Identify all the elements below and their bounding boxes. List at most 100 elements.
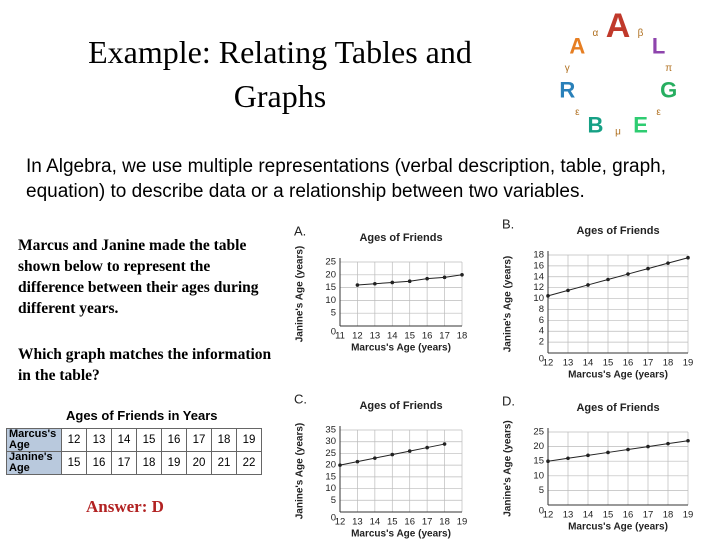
x-tick-label: 14: [387, 331, 398, 342]
table-cell: 14: [111, 428, 137, 452]
data-point: [373, 281, 377, 286]
answer: Answer: D: [86, 497, 164, 516]
data-point: [373, 456, 377, 460]
x-tick-label: 17: [422, 517, 433, 528]
x-tick-label: 17: [439, 331, 450, 342]
data-point: [355, 459, 360, 464]
x-tick-label: 13: [352, 517, 363, 528]
y-tick-label: 10: [325, 483, 336, 494]
data-point: [586, 283, 590, 287]
y-tick-label: 15: [533, 456, 544, 467]
y-tick-label: 6: [539, 315, 544, 326]
graph-title: Ages of Friends: [359, 232, 442, 244]
graph-letter: C.: [294, 391, 307, 406]
x-tick-label: 12: [543, 510, 554, 521]
table-cell: 19: [236, 428, 262, 452]
data-point: [686, 255, 690, 260]
y-tick-label: 0: [539, 354, 544, 365]
logo-symbol: ε: [575, 107, 580, 118]
y-tick-label: 18: [533, 250, 544, 261]
table-title: Ages of Friends in Years: [66, 408, 218, 423]
graph-title: Ages of Friends: [576, 402, 659, 414]
logo-symbol: π: [665, 63, 672, 74]
x-axis-label: Marcus's Age (years): [351, 343, 451, 354]
ages-table: Marcus's Age 12 13 14 15 16 17 18 19 Janine's Age…: [6, 428, 262, 475]
y-axis-label: Janine's Age (years): [295, 423, 306, 520]
table-cell: 21: [211, 451, 237, 475]
y-tick-label: 0: [331, 513, 336, 524]
x-tick-label: 12: [543, 358, 554, 369]
x-tick-label: 19: [457, 517, 468, 528]
x-tick-label: 12: [352, 331, 363, 342]
x-tick-label: 18: [439, 517, 450, 528]
y-axis-label: Janine's Age (years): [503, 256, 514, 353]
y-tick-label: 0: [539, 506, 544, 517]
data-point: [646, 444, 650, 449]
logo-symbol: α: [593, 28, 599, 39]
logo-letter: A: [569, 33, 585, 58]
data-point: [546, 459, 550, 464]
x-tick-label: 15: [603, 510, 614, 521]
data-point: [666, 441, 670, 446]
data-point: [407, 449, 412, 453]
data-point: [338, 463, 342, 467]
x-tick-label: 16: [404, 517, 415, 528]
question-text: Which graph matches the information in t…: [18, 346, 272, 384]
y-tick-label: 15: [325, 282, 336, 293]
table-cell: 22: [236, 451, 262, 475]
data-point: [566, 456, 570, 461]
y-tick-label: 20: [325, 460, 336, 471]
data-point: [460, 273, 464, 277]
x-tick-label: 14: [370, 517, 381, 528]
graph-title: Ages of Friends: [359, 400, 442, 412]
logo-letter: A: [606, 7, 631, 45]
x-axis-label: Marcus's Age (years): [568, 370, 668, 381]
x-tick-label: 17: [643, 358, 654, 369]
logo-symbol: γ: [565, 63, 570, 74]
y-tick-label: 5: [539, 485, 544, 496]
data-point: [566, 288, 570, 293]
logo-letter: G: [660, 77, 677, 102]
table-cell: 18: [136, 451, 162, 475]
y-tick-label: 16: [533, 260, 544, 271]
y-tick-label: 35: [325, 425, 336, 436]
x-tick-label: 16: [623, 358, 634, 369]
slide-title: Example: Relating Tables and Graphs: [88, 34, 472, 114]
y-tick-label: 20: [533, 441, 544, 452]
x-tick-label: 13: [370, 331, 381, 342]
data-point: [355, 283, 360, 287]
y-tick-label: 20: [325, 269, 336, 280]
x-tick-label: 15: [404, 331, 415, 342]
problem-text: Marcus and Janine made the table shown b…: [18, 237, 259, 317]
graph-letter: D.: [502, 393, 515, 408]
table-row: Janine's Age 15 16 17 18 19 20 21 22: [6, 451, 262, 475]
x-tick-label: 13: [563, 358, 574, 369]
x-tick-label: 18: [457, 331, 468, 342]
data-point: [546, 294, 550, 298]
y-tick-label: 25: [325, 257, 336, 268]
intro-text: In Algebra, we use multiple representati…: [26, 156, 667, 202]
y-tick-label: 0: [331, 327, 336, 338]
x-tick-label: 18: [663, 510, 674, 521]
table-cell: 15: [136, 428, 162, 452]
data-line: [547, 440, 689, 462]
y-tick-label: 12: [533, 282, 544, 293]
x-tick-label: 13: [563, 510, 574, 521]
x-tick-label: 11: [335, 331, 345, 342]
x-tick-label: 15: [603, 358, 614, 369]
logo-letter: E: [633, 113, 648, 138]
logo-symbol: μ: [615, 127, 621, 138]
data-point: [626, 447, 630, 452]
x-axis-label: Marcus's Age (years): [568, 522, 668, 533]
data-point: [390, 452, 395, 457]
data-point: [666, 261, 670, 265]
data-point: [425, 276, 429, 281]
y-tick-label: 8: [539, 304, 544, 315]
x-tick-label: 18: [663, 358, 674, 369]
x-tick-label: 14: [583, 358, 594, 369]
y-tick-label: 5: [331, 308, 336, 319]
graph-letter: A.: [294, 223, 306, 238]
table-cell: Marcus's Age: [6, 428, 62, 452]
